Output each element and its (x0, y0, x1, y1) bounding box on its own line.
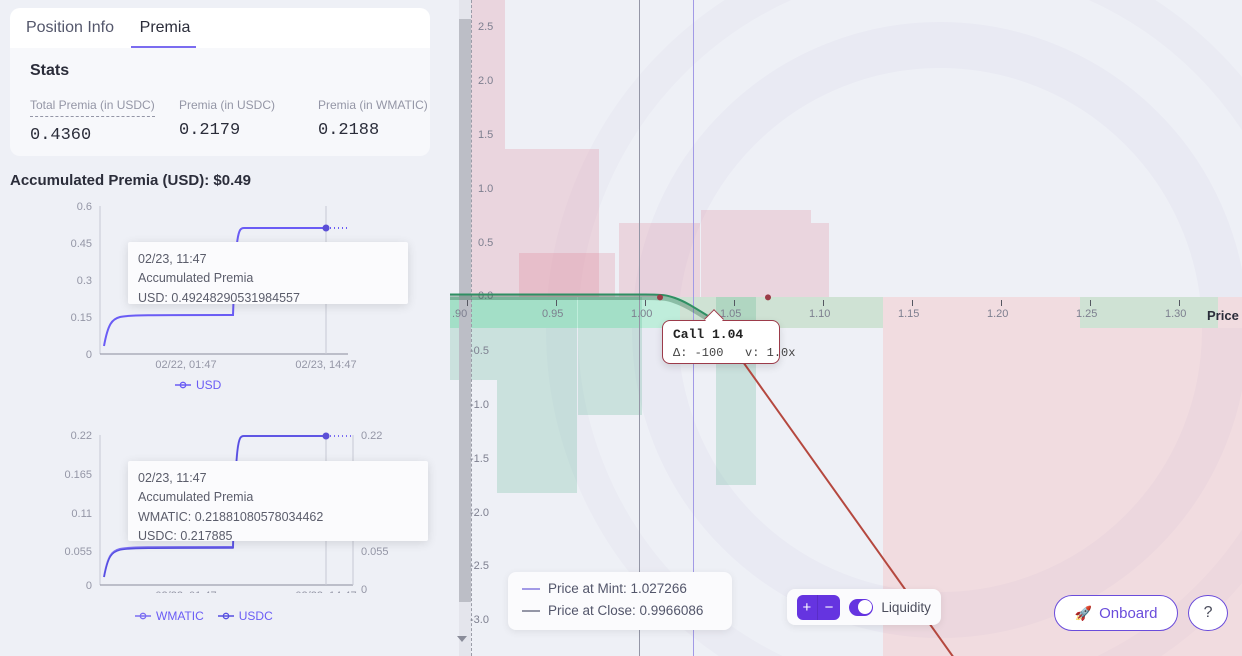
svg-text:0: 0 (86, 580, 92, 592)
svg-text:02/23, 14:47: 02/23, 14:47 (295, 359, 356, 371)
svg-text:0.055: 0.055 (361, 546, 389, 558)
svg-text:0.15: 0.15 (71, 312, 92, 324)
svg-text:0.11: 0.11 (71, 508, 92, 520)
svg-text:02/22, 01:47: 02/22, 01:47 (155, 359, 216, 371)
svg-text:02/23, 14:47: 02/23, 14:47 (295, 590, 356, 593)
svg-text:0.055: 0.055 (64, 546, 92, 558)
svg-text:0.6: 0.6 (77, 201, 92, 213)
svg-text:0.22: 0.22 (71, 430, 92, 442)
svg-text:0.45: 0.45 (71, 238, 92, 250)
svg-text:0.22: 0.22 (361, 430, 382, 442)
svg-text:02/22, 01:47: 02/22, 01:47 (155, 590, 216, 593)
svg-text:0: 0 (86, 349, 92, 361)
svg-text:0.3: 0.3 (77, 275, 92, 287)
svg-text:0: 0 (361, 584, 367, 593)
svg-text:0.165: 0.165 (64, 469, 92, 481)
